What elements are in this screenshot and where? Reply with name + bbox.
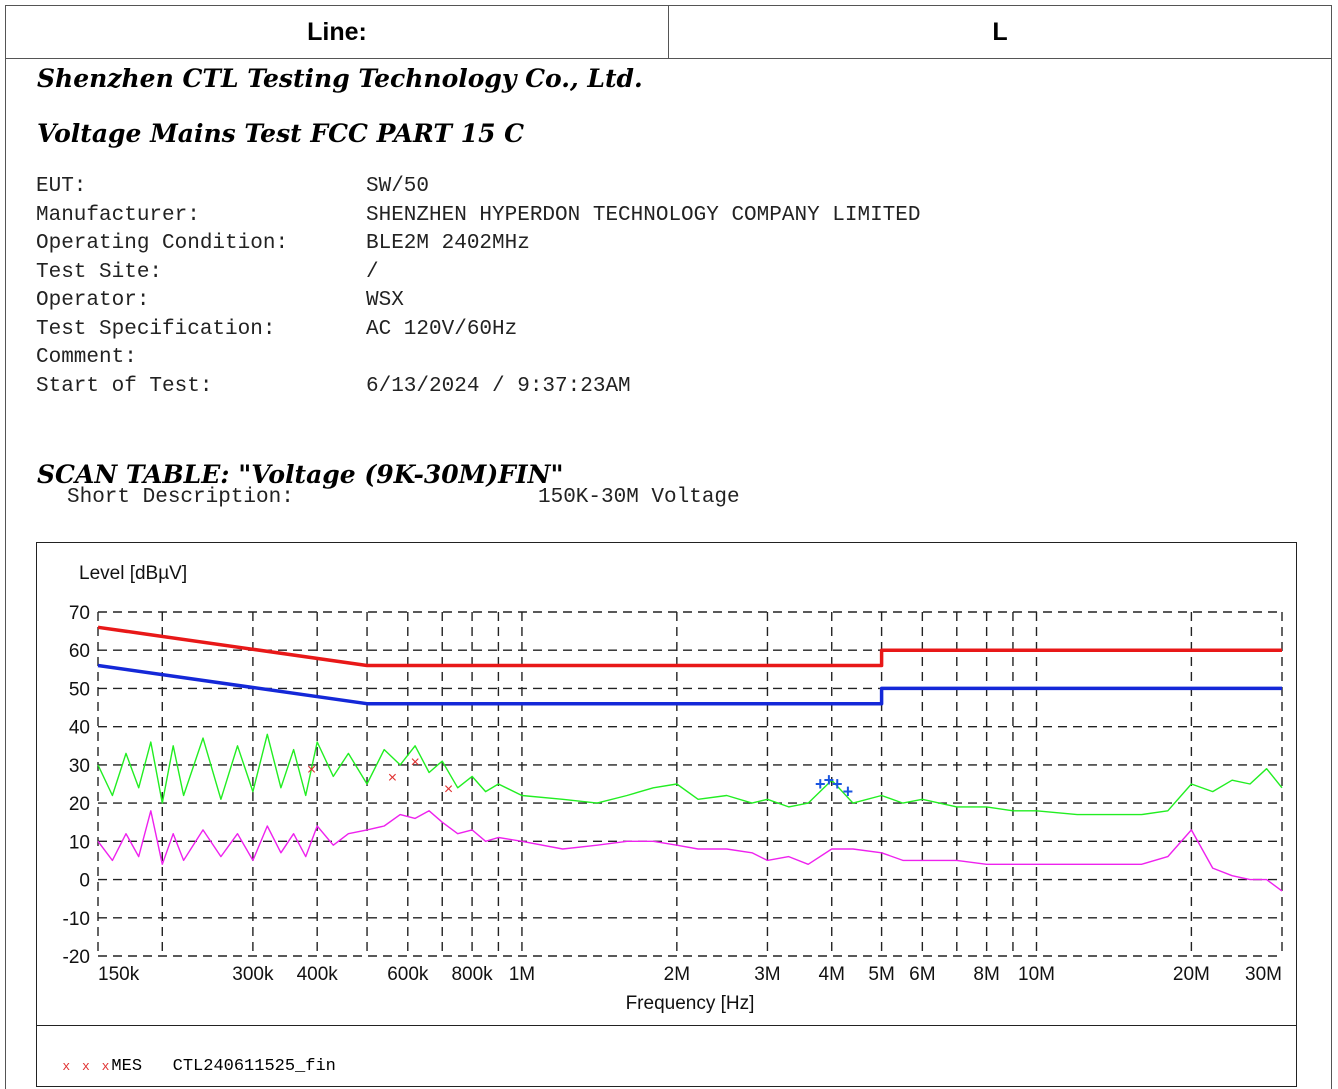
y-tick-label: -20 bbox=[63, 947, 90, 968]
info-key: Test Specification: bbox=[36, 317, 276, 341]
qp-marker: × bbox=[410, 754, 419, 771]
y-tick-label: -10 bbox=[63, 909, 90, 930]
y-tick-label: 70 bbox=[69, 603, 90, 624]
legend-divider bbox=[36, 1025, 1297, 1026]
av-marker: + bbox=[843, 782, 854, 802]
info-key: Manufacturer: bbox=[36, 203, 200, 227]
qp-marker: × bbox=[388, 769, 397, 786]
info-key: EUT: bbox=[36, 175, 87, 198]
test-title: Voltage Mains Test FCC PART 15 C bbox=[37, 119, 525, 148]
x-tick-label: 1M bbox=[509, 964, 535, 985]
x-tick-label: 5M bbox=[868, 964, 894, 985]
scan-table-title: SCAN TABLE: "Voltage (9K-30M)FIN" bbox=[37, 460, 564, 489]
y-tick-label: 20 bbox=[69, 794, 90, 815]
info-key: Operator: bbox=[36, 289, 150, 312]
y-tick-label: 50 bbox=[69, 679, 90, 700]
av-marker: + bbox=[832, 774, 843, 794]
info-value: BLE2M 2402MHz bbox=[366, 232, 530, 255]
info-key: Start of Test: bbox=[36, 374, 213, 398]
y-tick-label: 0 bbox=[79, 871, 90, 892]
legend-label: MES bbox=[111, 1057, 143, 1076]
qp-marker: × bbox=[444, 781, 453, 798]
qp-marker: × bbox=[307, 762, 316, 779]
report-frame bbox=[5, 59, 1332, 1089]
y-axis-label: Level [dBµV] bbox=[79, 563, 187, 584]
average-trace bbox=[97, 810, 1283, 892]
x-tick-label: 600k bbox=[387, 964, 429, 985]
legend-file: CTL240611525_fin bbox=[172, 1057, 336, 1076]
y-tick-label: 40 bbox=[69, 718, 90, 739]
x-tick-label: 4M bbox=[819, 964, 845, 985]
qp-limit-line bbox=[97, 625, 1282, 668]
y-tick-label: 60 bbox=[69, 641, 90, 662]
x-tick-label: 30M bbox=[1245, 964, 1282, 985]
x-tick-label: 150k bbox=[98, 964, 140, 985]
info-key: Operating Condition: bbox=[36, 232, 289, 255]
y-tick-label: 10 bbox=[69, 832, 90, 853]
x-tick-label: 400k bbox=[297, 964, 339, 985]
x-tick-label: 20M bbox=[1173, 964, 1210, 985]
x-tick-label: 800k bbox=[451, 964, 493, 985]
x-tick-label: 10M bbox=[1018, 964, 1055, 985]
av-limit-line bbox=[97, 663, 1282, 706]
y-tick-label: 30 bbox=[69, 756, 90, 777]
line-header: Line: L bbox=[5, 5, 1332, 59]
line-label: Line: bbox=[307, 17, 367, 46]
short-description-label: Short Description: bbox=[67, 486, 294, 509]
legend-markers: x x x bbox=[62, 1059, 112, 1074]
av-marker: + bbox=[815, 774, 826, 794]
x-tick-label: 2M bbox=[664, 964, 690, 985]
short-description-value: 150K-30M Voltage bbox=[538, 486, 740, 509]
info-value: / bbox=[366, 260, 379, 284]
peak-trace bbox=[97, 733, 1283, 816]
info-value: SW/50 bbox=[366, 175, 430, 198]
info-value: 6/13/2024 / 9:37:23AM bbox=[366, 374, 631, 398]
av-marker: + bbox=[824, 770, 835, 790]
company-name: Shenzhen CTL Testing Technology Co., Ltd… bbox=[37, 64, 643, 93]
x-tick-label: 6M bbox=[909, 964, 935, 985]
info-value: WSX bbox=[366, 289, 404, 312]
x-tick-label: 300k bbox=[232, 964, 274, 985]
info-key: Test Site: bbox=[36, 260, 163, 284]
info-value: SHENZHEN HYPERDON TECHNOLOGY COMPANY LIM… bbox=[366, 203, 921, 227]
x-axis-label: Frequency [Hz] bbox=[626, 993, 755, 1014]
chart-legend: x x xMES CTL240611525_fin bbox=[42, 1038, 336, 1076]
info-key: Comment: bbox=[36, 346, 137, 369]
line-value: L bbox=[668, 6, 1331, 58]
info-value: AC 120V/60Hz bbox=[366, 317, 518, 341]
x-tick-label: 8M bbox=[973, 964, 999, 985]
x-tick-label: 3M bbox=[754, 964, 780, 985]
